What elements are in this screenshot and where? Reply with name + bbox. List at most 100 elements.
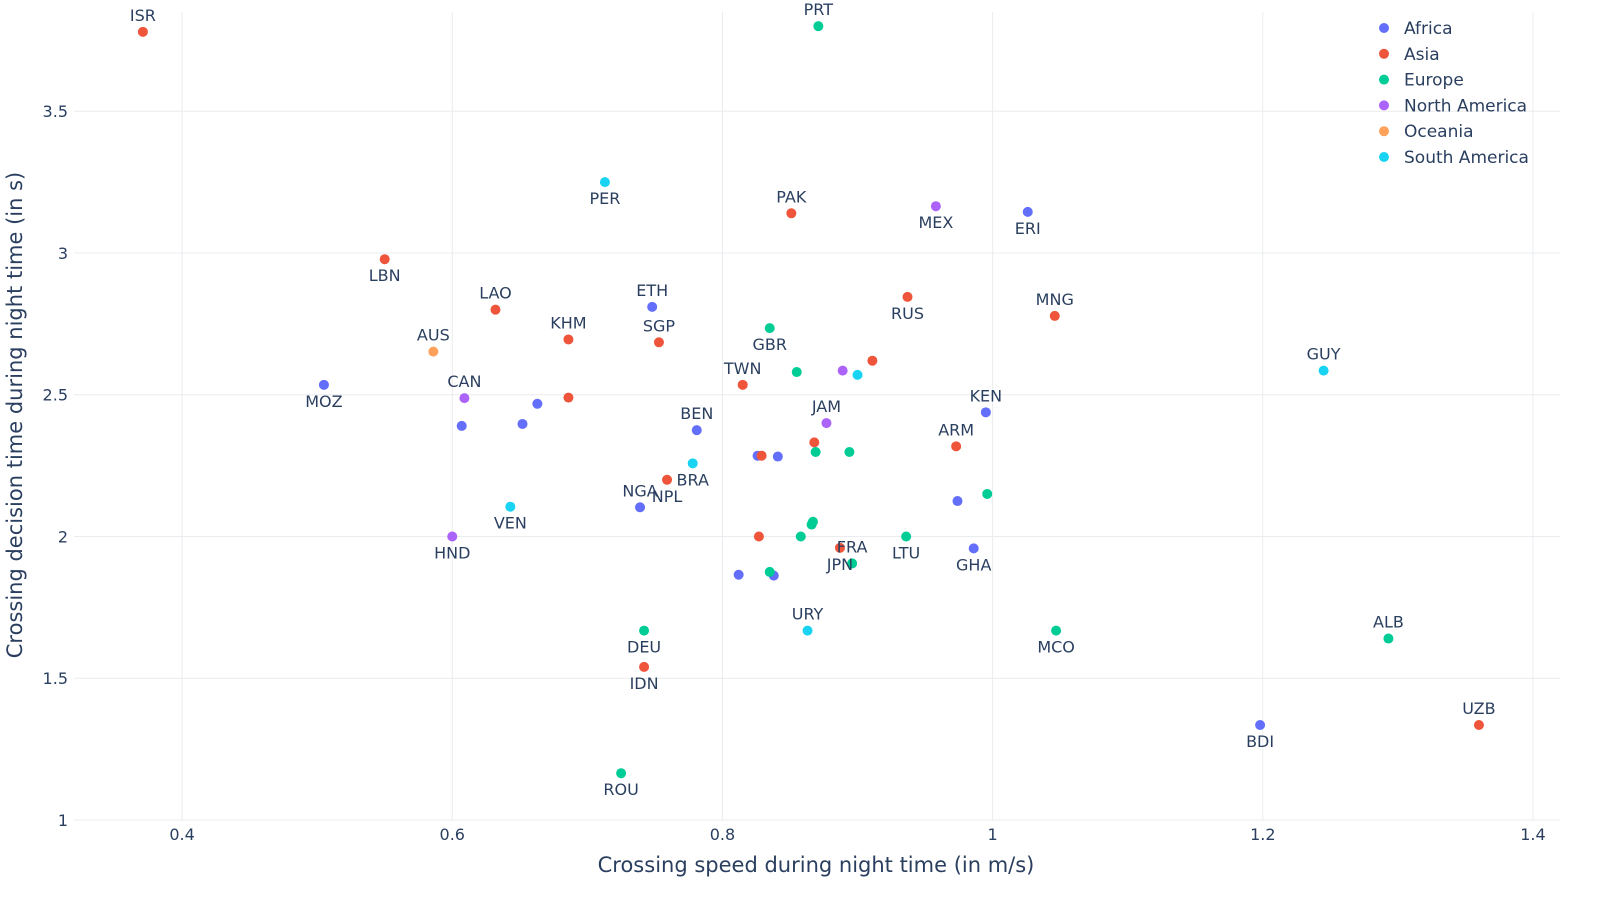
data-point-europe[interactable] xyxy=(813,21,824,32)
data-point-europe[interactable] xyxy=(791,367,802,378)
data-point-north-america[interactable] xyxy=(837,365,848,376)
data-point-asia[interactable] xyxy=(834,542,845,553)
data-point-south-america[interactable] xyxy=(505,501,516,512)
data-point-asia[interactable] xyxy=(809,437,820,448)
point-label: ERI xyxy=(1015,219,1041,238)
x-tick-label: 0.4 xyxy=(169,825,194,844)
point-label: BEN xyxy=(680,404,713,423)
point-label: BRA xyxy=(677,470,709,489)
point-label: MOZ xyxy=(305,392,342,411)
data-point-asia[interactable] xyxy=(1049,310,1060,321)
data-point-asia[interactable] xyxy=(653,337,664,348)
data-point-north-america[interactable] xyxy=(459,393,470,404)
data-point-europe[interactable] xyxy=(616,768,627,779)
y-tick-labels: 1 1.5 2 2.5 3 3.5 xyxy=(43,102,68,830)
data-point-europe[interactable] xyxy=(795,531,806,542)
data-point-africa[interactable] xyxy=(647,301,658,312)
data-point-africa[interactable] xyxy=(733,569,744,580)
data-point-africa[interactable] xyxy=(772,451,783,462)
legend-item[interactable]: Asia xyxy=(1379,45,1440,65)
legend-marker xyxy=(1379,152,1389,162)
data-point-africa[interactable] xyxy=(952,496,963,507)
data-point-asia[interactable] xyxy=(786,208,797,219)
x-tick-label: 1 xyxy=(988,825,998,844)
point-label: NGA xyxy=(622,481,657,500)
data-points[interactable] xyxy=(137,21,1484,779)
data-point-africa[interactable] xyxy=(456,420,467,431)
y-tick-label: 3 xyxy=(58,244,68,263)
data-point-asia[interactable] xyxy=(867,355,878,366)
y-axis-title: Crossing decision time during night time… xyxy=(3,172,27,658)
legend-item[interactable]: Africa xyxy=(1379,19,1453,39)
data-point-africa[interactable] xyxy=(968,543,979,554)
x-axis-title: Crossing speed during night time (in m/s… xyxy=(598,853,1035,877)
data-point-asia[interactable] xyxy=(951,441,962,452)
point-label: RUS xyxy=(891,304,924,323)
data-point-europe[interactable] xyxy=(810,447,821,458)
data-point-europe[interactable] xyxy=(1383,633,1394,644)
point-label: JPN xyxy=(826,555,853,574)
point-label: UZB xyxy=(1462,699,1495,718)
data-point-africa[interactable] xyxy=(1255,720,1266,731)
data-point-europe[interactable] xyxy=(901,531,912,542)
data-point-europe[interactable] xyxy=(639,625,650,636)
point-label: LAO xyxy=(479,284,512,303)
data-point-south-america[interactable] xyxy=(852,369,863,380)
x-tick-label: 1.4 xyxy=(1520,825,1545,844)
data-point-north-america[interactable] xyxy=(930,201,941,212)
data-point-africa[interactable] xyxy=(318,379,329,390)
data-point-south-america[interactable] xyxy=(687,458,698,469)
data-point-oceania[interactable] xyxy=(428,346,439,357)
data-point-africa[interactable] xyxy=(980,407,991,418)
data-point-africa[interactable] xyxy=(691,425,702,436)
y-tick-label: 2.5 xyxy=(43,386,68,405)
data-point-europe[interactable] xyxy=(982,488,993,499)
data-point-asia[interactable] xyxy=(753,531,764,542)
point-label: MCO xyxy=(1037,638,1075,657)
data-point-north-america[interactable] xyxy=(821,418,832,429)
data-point-asia[interactable] xyxy=(490,304,501,315)
data-point-asia[interactable] xyxy=(756,450,767,461)
legend-item[interactable]: North America xyxy=(1379,96,1527,116)
data-point-europe[interactable] xyxy=(764,566,775,577)
legend[interactable]: Africa Asia Europe North America Oceania Sout… xyxy=(1379,19,1529,168)
data-point-asia[interactable] xyxy=(1473,720,1484,731)
legend-item[interactable]: Oceania xyxy=(1379,122,1474,142)
data-point-europe[interactable] xyxy=(847,558,858,569)
data-point-africa[interactable] xyxy=(1022,206,1033,217)
data-point-europe[interactable] xyxy=(844,447,855,458)
data-point-south-america[interactable] xyxy=(802,625,813,636)
point-label: PER xyxy=(589,189,620,208)
point-label: KHM xyxy=(550,313,586,332)
data-point-asia[interactable] xyxy=(379,254,390,265)
point-label: CAN xyxy=(447,372,481,391)
data-point-asia[interactable] xyxy=(563,334,574,345)
data-point-asia[interactable] xyxy=(639,661,650,672)
data-point-africa[interactable] xyxy=(532,398,543,409)
data-point-asia[interactable] xyxy=(662,474,673,485)
data-point-south-america[interactable] xyxy=(599,177,610,188)
data-point-north-america[interactable] xyxy=(447,531,458,542)
data-point-asia[interactable] xyxy=(737,379,748,390)
point-label: NPL xyxy=(652,487,683,506)
point-label: LTU xyxy=(892,543,920,562)
legend-item[interactable]: Europe xyxy=(1379,71,1464,91)
data-point-africa[interactable] xyxy=(635,502,646,513)
data-point-europe[interactable] xyxy=(764,323,775,334)
data-point-europe[interactable] xyxy=(1051,625,1062,636)
legend-label: Oceania xyxy=(1404,122,1474,142)
legend-label: Europe xyxy=(1404,71,1464,91)
data-point-asia[interactable] xyxy=(137,26,148,37)
point-label: ROU xyxy=(603,780,638,799)
point-label: PAK xyxy=(776,187,807,206)
point-label: PRT xyxy=(804,0,834,19)
data-point-africa[interactable] xyxy=(517,418,528,429)
data-point-asia[interactable] xyxy=(902,291,913,302)
data-point-europe[interactable] xyxy=(807,516,818,527)
legend-label: North America xyxy=(1404,96,1527,116)
grid-lines xyxy=(74,12,1560,821)
legend-item[interactable]: South America xyxy=(1379,148,1529,168)
data-point-asia[interactable] xyxy=(563,392,574,403)
data-point-south-america[interactable] xyxy=(1318,365,1329,376)
